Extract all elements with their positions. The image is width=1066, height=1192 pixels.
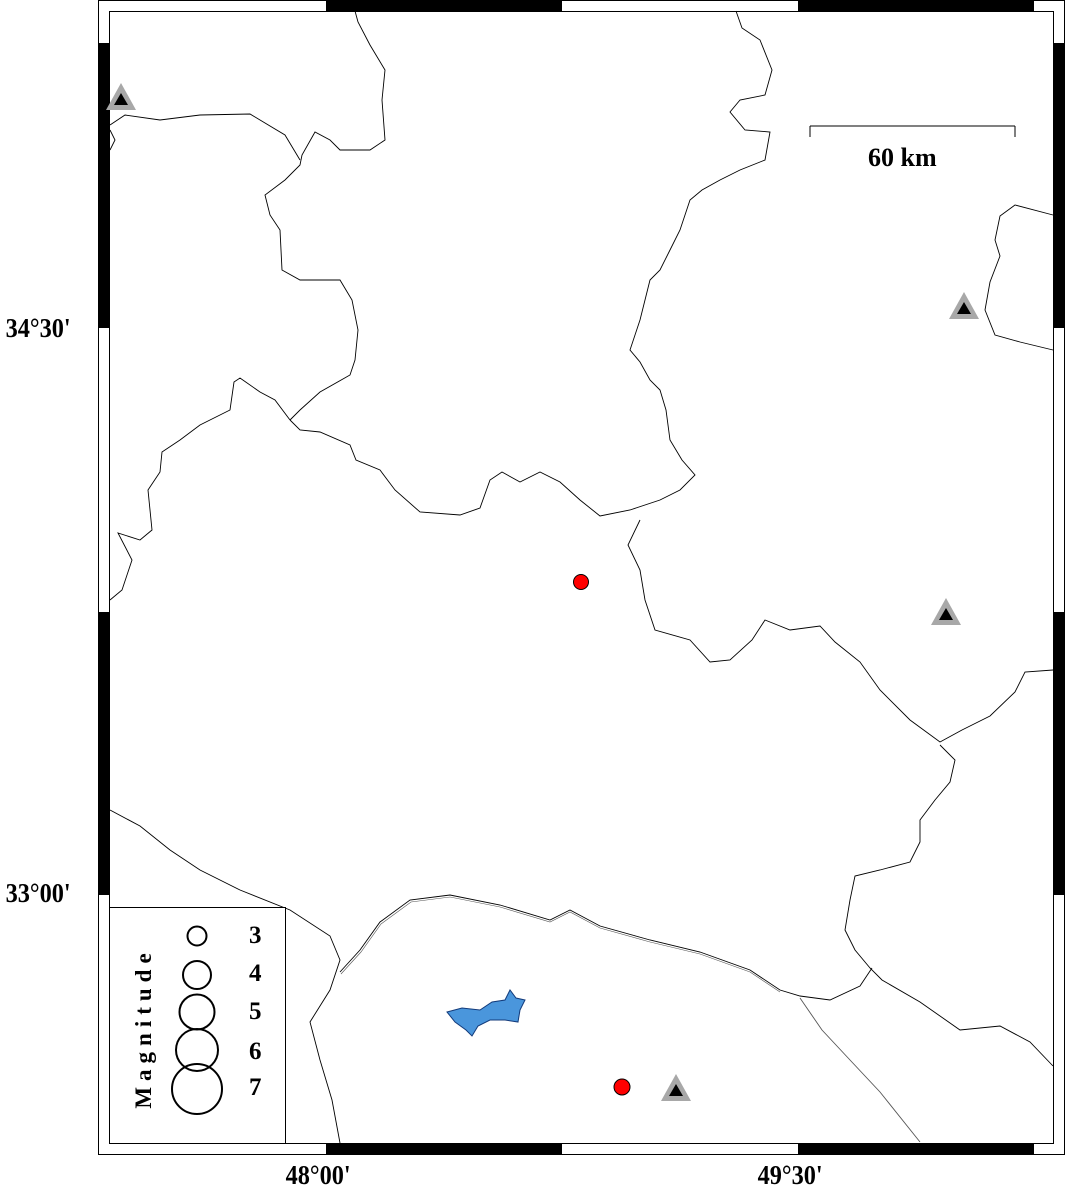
scale-bar xyxy=(809,125,1016,137)
station-triangle-icon xyxy=(949,292,979,319)
map-frame xyxy=(98,0,1065,1155)
lake xyxy=(446,989,526,1037)
earthquake-event xyxy=(573,574,589,590)
lat-label-33-00: 33°00' xyxy=(5,878,71,908)
scale-bar-label: 60 km xyxy=(868,143,937,172)
legend-circle-6 xyxy=(175,1028,219,1072)
legend-label-7: 7 xyxy=(249,1074,262,1101)
lat-label-34-30: 34°30' xyxy=(5,313,71,343)
station-triangle-icon xyxy=(661,1074,691,1101)
lon-label-49-30: 49°30' xyxy=(757,1160,823,1190)
legend-label-4: 4 xyxy=(249,960,262,987)
station-triangle-icon xyxy=(931,598,961,625)
lon-label-48-00: 48°00' xyxy=(285,1160,351,1190)
legend-title: Magnitude xyxy=(131,947,156,1109)
legend-circle-4 xyxy=(182,960,212,990)
legend-label-6: 6 xyxy=(249,1038,262,1065)
legend-circle-3 xyxy=(186,925,208,947)
province-borders xyxy=(109,10,1054,1144)
station-triangle-icon xyxy=(106,83,136,110)
legend-label-3: 3 xyxy=(249,922,262,949)
legend-circle-7 xyxy=(171,1063,223,1115)
legend-label-5: 5 xyxy=(249,998,262,1025)
legend xyxy=(109,907,286,1144)
earthquake-event xyxy=(613,1078,631,1096)
station-markers xyxy=(106,83,979,1101)
